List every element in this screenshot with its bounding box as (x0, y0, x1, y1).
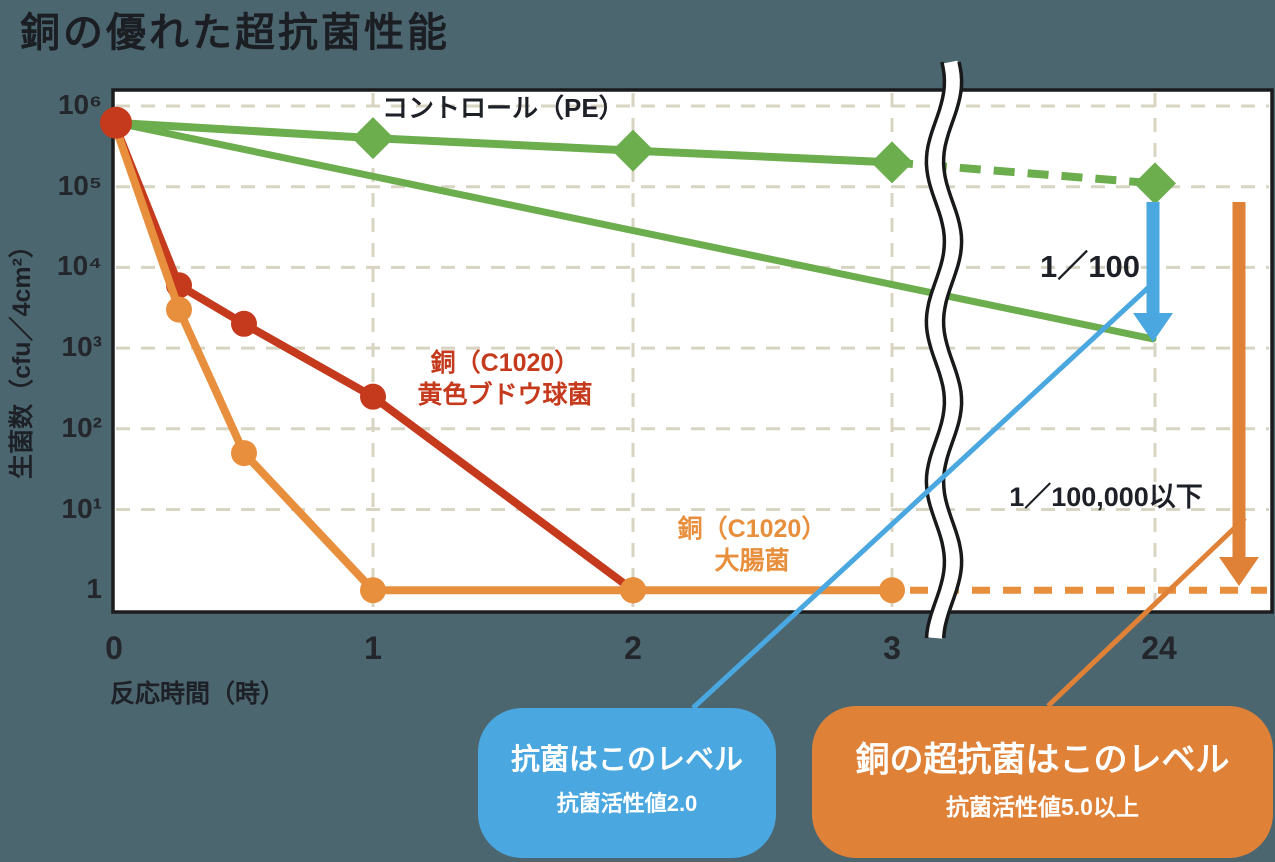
series-label-copper-ecoli: 銅（C1020） 大腸菌 (632, 513, 872, 577)
circle-marker (620, 577, 646, 604)
diamond-marker (612, 129, 654, 172)
x-tick-2: 2 (624, 630, 642, 666)
series-label-copper-staph-line1: 銅（C1020） (430, 349, 580, 377)
y-tick-10²: 10² (61, 411, 102, 443)
circle-marker (231, 310, 257, 337)
y-tick-10⁴: 10⁴ (57, 250, 102, 282)
axis-break-band (927, 60, 961, 639)
y-tick-10³: 10³ (61, 331, 102, 363)
circle-marker (360, 383, 386, 410)
annotation-1-100: 1／100 (1040, 249, 1140, 284)
y-tick-10⁵: 10⁵ (57, 169, 102, 201)
diamond-marker (352, 117, 394, 160)
reference-line-1-100 (112, 119, 1157, 343)
callout-copper-value: 抗菌活性値5.0以上 (946, 794, 1139, 820)
series-line (113, 118, 893, 167)
annotation-1-100000: 1／100,000以下 (1009, 482, 1203, 512)
x-tick-24: 24 (1141, 630, 1177, 666)
orange-callout-connector (1046, 516, 1247, 708)
callout-antibacterial-value: 抗菌活性値2.0 (556, 791, 698, 816)
series-label-copper-ecoli-line1: 銅（C1020） (677, 515, 827, 543)
diamond-marker (1134, 162, 1176, 205)
circle-marker (879, 577, 905, 604)
circle-marker (360, 577, 386, 604)
series-label-control-pe: コントロール（PE） (382, 93, 625, 123)
x-tick-3: 3 (883, 630, 901, 666)
x-axis-title: 反応時間（時） (110, 680, 286, 708)
callout-antibacterial-level: 抗菌はこのレベル 抗菌活性値2.0 (478, 708, 776, 858)
start-point-marker (100, 106, 132, 139)
circle-marker (231, 440, 257, 467)
y-tick-1: 1 (86, 573, 102, 605)
callout-copper-title: 銅の超抗菌はこのレベル (855, 741, 1230, 779)
axis-break-left-edge (924, 61, 947, 639)
callout-copper-super-level: 銅の超抗菌はこのレベル 抗菌活性値5.0以上 (812, 706, 1273, 858)
x-tick-1: 1 (364, 630, 382, 666)
page-title: 銅の優れた超抗菌性能 (20, 11, 450, 55)
y-tick-10¹: 10¹ (61, 492, 102, 524)
x-tick-0: 0 (105, 630, 123, 666)
axis-break-right-edge (941, 61, 964, 639)
circle-marker (166, 296, 192, 323)
blue-callout-connector (691, 284, 1152, 710)
callout-antibacterial-title: 抗菌はこのレベル (510, 744, 743, 776)
series-line (110, 121, 892, 595)
series-label-copper-staph-line2: 黄色ブドウ球菌 (417, 381, 593, 409)
arrow-1-100-head (1133, 313, 1173, 342)
series-label-copper-staph: 銅（C1020） 黄色ブドウ球菌 (385, 347, 625, 411)
y-tick-10⁶: 10⁶ (57, 89, 102, 120)
diamond-marker (871, 141, 913, 184)
arrow-1-100000-head (1219, 557, 1259, 586)
series-label-copper-ecoli-line2: 大腸菌 (714, 547, 790, 575)
